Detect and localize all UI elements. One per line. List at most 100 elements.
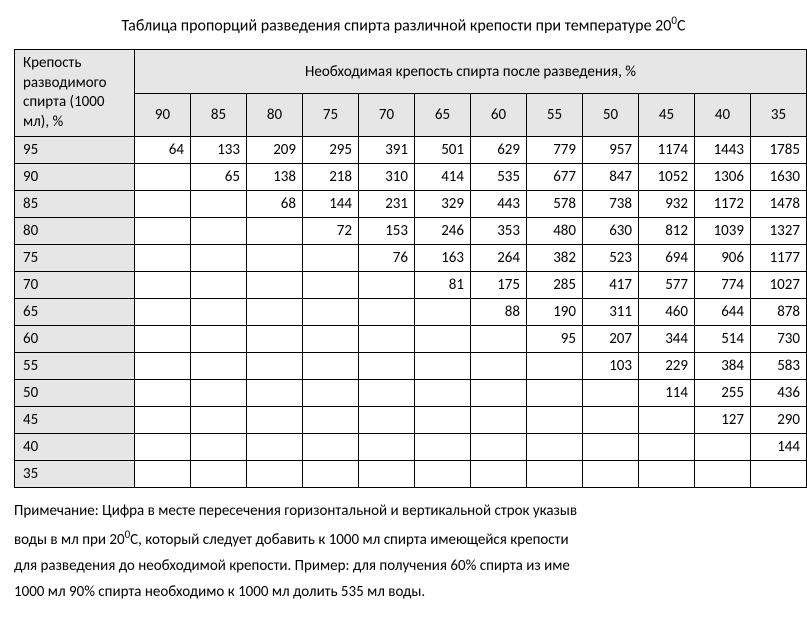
data-cell: 246	[415, 218, 471, 245]
row-label: 90	[15, 164, 135, 191]
data-cell	[415, 461, 471, 488]
data-cell: 88	[471, 299, 527, 326]
table-row: 55103229384583	[15, 353, 807, 380]
column-header: 75	[303, 93, 359, 137]
data-cell	[303, 326, 359, 353]
data-cell: 65	[191, 164, 247, 191]
data-cell	[303, 380, 359, 407]
data-cell	[471, 380, 527, 407]
column-header: 70	[359, 93, 415, 137]
data-cell: 414	[415, 164, 471, 191]
column-header: 90	[135, 93, 191, 137]
data-cell	[359, 353, 415, 380]
data-cell: 64	[135, 137, 191, 164]
note-line-3: для разведения до необходимой крепости. …	[14, 553, 807, 579]
data-cell: 644	[695, 299, 751, 326]
data-cell: 738	[583, 191, 639, 218]
row-label: 95	[15, 137, 135, 164]
data-cell	[191, 461, 247, 488]
data-cell	[135, 299, 191, 326]
data-cell: 285	[527, 272, 583, 299]
data-cell	[583, 380, 639, 407]
data-cell	[639, 407, 695, 434]
data-cell: 677	[527, 164, 583, 191]
data-cell: 329	[415, 191, 471, 218]
table-row: 9564133209295391501629779957117414431785	[15, 137, 807, 164]
data-cell: 878	[751, 299, 807, 326]
data-cell	[527, 407, 583, 434]
data-cell: 694	[639, 245, 695, 272]
data-cell: 153	[359, 218, 415, 245]
page-title: Таблица пропорций разведения спирта разл…	[14, 14, 807, 35]
column-header: 55	[527, 93, 583, 137]
data-cell: 906	[695, 245, 751, 272]
data-cell	[247, 326, 303, 353]
data-cell	[247, 407, 303, 434]
data-cell: 144	[751, 434, 807, 461]
data-cell: 577	[639, 272, 695, 299]
row-label: 60	[15, 326, 135, 353]
data-cell: 535	[471, 164, 527, 191]
table-row: 35	[15, 461, 807, 488]
data-cell: 583	[751, 353, 807, 380]
data-cell	[191, 326, 247, 353]
data-cell: 114	[639, 380, 695, 407]
data-cell: 1174	[639, 137, 695, 164]
data-cell: 295	[303, 137, 359, 164]
data-cell: 229	[639, 353, 695, 380]
data-cell	[191, 218, 247, 245]
data-cell: 436	[751, 380, 807, 407]
data-cell	[303, 434, 359, 461]
note-line-4: 1000 мл 90% спирта необходимо к 1000 мл …	[14, 579, 807, 605]
data-cell: 190	[527, 299, 583, 326]
data-cell: 382	[527, 245, 583, 272]
data-cell	[247, 461, 303, 488]
data-cell	[471, 407, 527, 434]
data-cell	[303, 407, 359, 434]
data-cell	[135, 245, 191, 272]
rowhead-label: Крепость разводимого спирта (1000 мл), %	[15, 50, 135, 137]
table-row: 6095207344514730	[15, 326, 807, 353]
data-cell: 207	[583, 326, 639, 353]
data-cell	[359, 272, 415, 299]
table-row: 70811752854175777741027	[15, 272, 807, 299]
data-cell	[135, 164, 191, 191]
data-cell	[303, 272, 359, 299]
data-cell: 218	[303, 164, 359, 191]
table-row: 807215324635348063081210391327	[15, 218, 807, 245]
data-cell: 290	[751, 407, 807, 434]
row-label: 70	[15, 272, 135, 299]
footnote: Примечание: Цифра в месте пересечения го…	[14, 498, 807, 605]
column-header: 65	[415, 93, 471, 137]
data-cell	[135, 407, 191, 434]
row-label: 75	[15, 245, 135, 272]
row-label: 45	[15, 407, 135, 434]
data-cell: 417	[583, 272, 639, 299]
table-row: 6588190311460644878	[15, 299, 807, 326]
data-cell	[527, 461, 583, 488]
data-cell	[359, 407, 415, 434]
data-cell	[359, 326, 415, 353]
data-cell: 68	[247, 191, 303, 218]
data-cell	[583, 407, 639, 434]
data-cell: 1027	[751, 272, 807, 299]
data-cell	[191, 434, 247, 461]
column-header: 40	[695, 93, 751, 137]
column-header: 50	[583, 93, 639, 137]
data-cell	[359, 380, 415, 407]
data-cell	[583, 434, 639, 461]
data-cell	[191, 407, 247, 434]
data-cell	[247, 299, 303, 326]
table-row: 75761632643825236949061177	[15, 245, 807, 272]
dilution-table: Крепость разводимого спирта (1000 мл), %…	[14, 49, 807, 488]
table-row: 50114255436	[15, 380, 807, 407]
data-cell: 95	[527, 326, 583, 353]
data-cell	[135, 380, 191, 407]
data-cell	[751, 461, 807, 488]
data-cell: 255	[695, 380, 751, 407]
note-line-1: Примечание: Цифра в месте пересечения го…	[14, 498, 807, 524]
data-cell: 310	[359, 164, 415, 191]
data-cell: 1172	[695, 191, 751, 218]
row-label: 80	[15, 218, 135, 245]
row-label: 40	[15, 434, 135, 461]
